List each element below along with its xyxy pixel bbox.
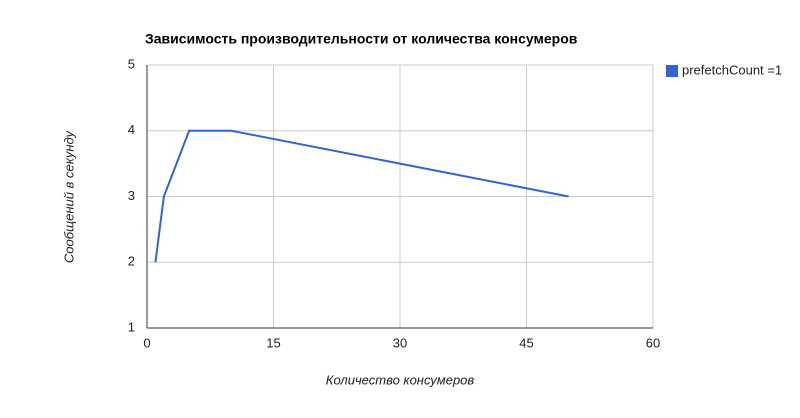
y-tick-label: 1	[128, 319, 135, 334]
y-tick-label: 5	[128, 56, 135, 71]
x-tick-label: 60	[646, 335, 660, 350]
chart-title: Зависимость производительности от количе…	[145, 31, 578, 47]
x-tick-label: 0	[143, 335, 150, 350]
x-tick-label: 45	[519, 335, 533, 350]
legend-label: prefetchCount =1	[682, 62, 782, 77]
legend-swatch	[666, 65, 678, 77]
y-tick-label: 2	[128, 254, 135, 269]
x-tick-label: 30	[393, 335, 407, 350]
x-tick-label: 15	[266, 335, 280, 350]
x-axis-label: Количество консумеров	[326, 372, 475, 387]
line-series	[154, 129, 569, 263]
y-tick-label: 4	[128, 122, 135, 137]
y-tick-label: 3	[128, 188, 135, 203]
y-axis-label: Сообщений в секунду	[61, 129, 76, 263]
